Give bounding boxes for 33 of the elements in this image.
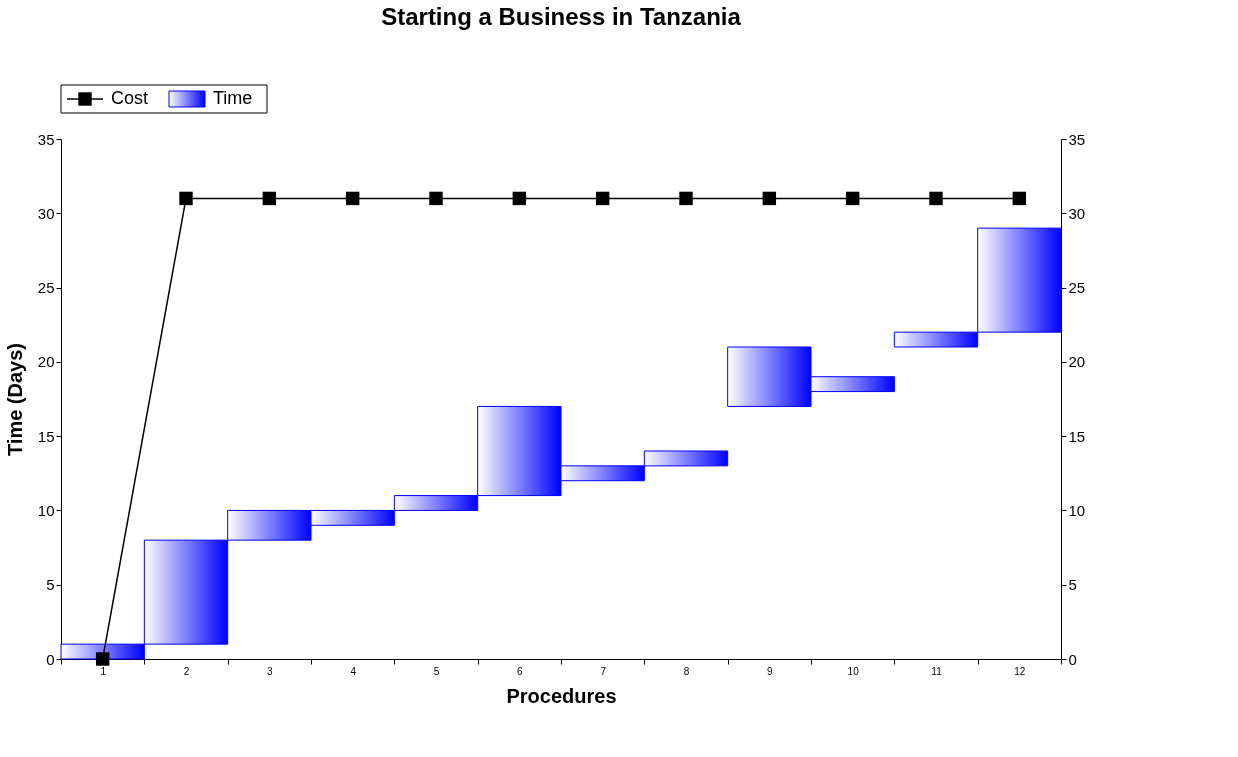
legend-label: Cost	[111, 88, 149, 108]
x-tick-label: 1	[100, 665, 107, 677]
x-tick-label: 5	[433, 665, 440, 677]
legend-label: Time	[213, 88, 253, 108]
y2-tick-label: 0	[1068, 650, 1077, 668]
x-tick-label: 10	[847, 665, 860, 677]
y-tick-label: 0	[46, 650, 55, 668]
y-tick-label: 15	[37, 427, 55, 445]
y-tick-label: 5	[46, 576, 55, 594]
y2-tick-label: 5	[1068, 576, 1077, 594]
y-axis-title: Time (Days)	[3, 342, 26, 457]
x-tick-label: 12	[1014, 665, 1026, 677]
y2-tick-label: 30	[1068, 204, 1086, 222]
y2-tick-label: 10	[1068, 501, 1086, 519]
x-tick-label: 7	[600, 665, 607, 677]
x-tick-label: 6	[517, 665, 524, 677]
y-tick-label: 25	[37, 279, 55, 297]
y-tick-label: 35	[37, 130, 55, 148]
x-tick-label: 11	[931, 665, 943, 677]
y-tick-label: 30	[37, 204, 55, 222]
x-tick-label: 8	[683, 665, 690, 677]
x-tick-label: 2	[183, 665, 190, 677]
chart-title: Starting a Business in Tanzania	[381, 2, 742, 30]
y-tick-label: 10	[37, 501, 55, 519]
x-axis-title: Procedures	[506, 684, 617, 707]
y2-tick-label: 35	[1068, 130, 1086, 148]
x-tick-label: 9	[767, 665, 774, 677]
y2-tick-label: 15	[1068, 427, 1086, 445]
y-tick-label: 20	[37, 353, 55, 371]
x-tick-label: 3	[267, 665, 274, 677]
y2-tick-label: 25	[1068, 279, 1086, 297]
x-tick-label: 4	[350, 665, 357, 677]
y2-tick-label: 20	[1068, 353, 1086, 371]
